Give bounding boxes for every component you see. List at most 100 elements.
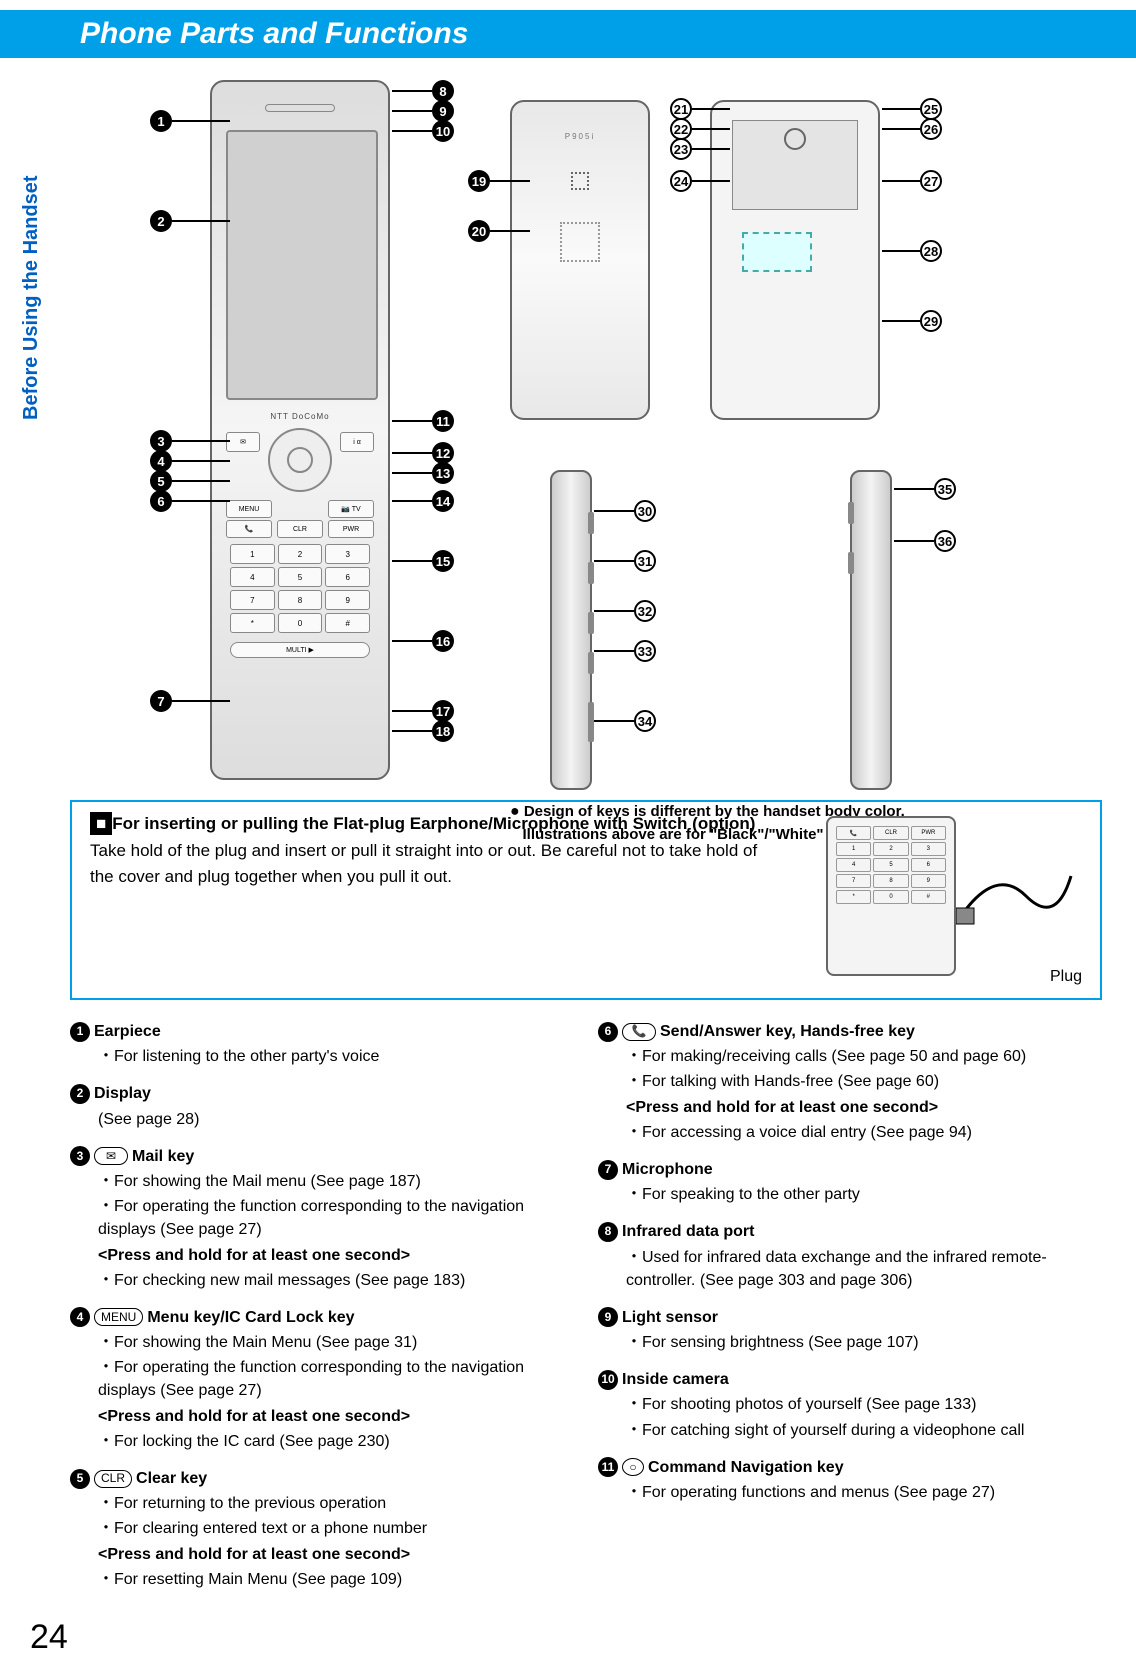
- desc-item-8: 8Infrared data port ・Used for infrared da…: [598, 1220, 1102, 1292]
- desc-body-3: ・For showing the Mail menu (See page 187…: [70, 1170, 574, 1292]
- desc-line: ・For showing the Main Menu (See page 31): [98, 1331, 574, 1354]
- callout-2: 2: [150, 210, 230, 232]
- desc-item-10: 10Inside camera・For shooting photos of y…: [598, 1368, 1102, 1442]
- desc-title-10: Inside camera: [622, 1368, 729, 1391]
- callout-number-13: 13: [432, 462, 454, 484]
- callout-number-31: 31: [634, 550, 656, 572]
- callout-29: 29: [882, 310, 942, 332]
- keycap-menu: MENU: [94, 1308, 143, 1326]
- desc-line: ・Used for infrared data exchange and the…: [626, 1246, 1102, 1292]
- key-2: 2: [278, 544, 323, 564]
- callout-32: 32: [594, 600, 656, 622]
- key-0: 0: [278, 613, 323, 633]
- desc-body-9: ・For sensing brightness (See page 107): [598, 1331, 1102, 1354]
- desc-body-5: ・For returning to the previous operation…: [70, 1492, 574, 1591]
- callout-11: 11: [392, 410, 454, 432]
- desc-number-2: 2: [70, 1084, 90, 1104]
- desc-body-2: (See page 28): [70, 1108, 574, 1131]
- callout-24: 24: [670, 170, 730, 192]
- desc-item-7: 7Microphone・For speaking to the other pa…: [598, 1158, 1102, 1206]
- callout-number-35: 35: [934, 478, 956, 500]
- keycap-send: 📞: [622, 1023, 656, 1041]
- desc-number-3: 3: [70, 1146, 90, 1166]
- command-nav-key: [268, 428, 332, 492]
- desc-line: ・For listening to the other party's voic…: [98, 1045, 574, 1068]
- callout-27: 27: [882, 170, 942, 192]
- closed-camera-outline: [571, 172, 589, 190]
- callout-6: 6: [150, 490, 230, 512]
- info-heading-prefix: ■: [90, 812, 112, 835]
- callout-number-19: 19: [468, 170, 490, 192]
- callout-21: 21: [670, 98, 730, 120]
- callout-number-26: 26: [920, 118, 942, 140]
- multi-key: MULTI ▶: [230, 642, 370, 658]
- callout-3: 3: [150, 430, 230, 452]
- imode-softkey: i α: [340, 432, 374, 452]
- callout-number-11: 11: [432, 410, 454, 432]
- callout-15: 15: [392, 550, 454, 572]
- callout-8: 8: [392, 80, 454, 102]
- mail-softkey: ✉: [226, 432, 260, 452]
- callout-number-15: 15: [432, 550, 454, 572]
- desc-title-9: Light sensor: [622, 1306, 718, 1329]
- desc-title-8: Infrared data port: [622, 1220, 754, 1243]
- side-button-r1: [848, 502, 854, 524]
- phone-back-illustration: [710, 100, 880, 420]
- key-9: 9: [325, 590, 370, 610]
- desc-body-8: ・Used for infrared data exchange and the…: [598, 1246, 1102, 1292]
- callout-35: 35: [894, 478, 956, 500]
- camera-key-ill: 📷 TV: [328, 500, 374, 518]
- descriptions-right-column: 6📞 Send/Answer key, Hands-free key・For m…: [598, 1020, 1102, 1605]
- callout-number-5: 5: [150, 470, 172, 492]
- title-bar: Phone Parts and Functions: [56, 10, 1136, 58]
- desc-item-2: 2Display(See page 28): [70, 1082, 574, 1130]
- desc-body-1: ・For listening to the other party's voic…: [70, 1045, 574, 1068]
- callout-1: 1: [150, 110, 230, 132]
- desc-line: ・For returning to the previous operation: [98, 1492, 574, 1515]
- desc-title-7: Microphone: [622, 1158, 713, 1181]
- key-hash: #: [325, 613, 370, 633]
- phone-right-side-illustration: [850, 470, 892, 790]
- desc-hold-heading: <Press and hold for at least one second>: [98, 1244, 574, 1267]
- callout-number-22: 22: [670, 118, 692, 140]
- callout-33: 33: [594, 640, 656, 662]
- side-button-r2: [848, 552, 854, 574]
- callout-number-24: 24: [670, 170, 692, 192]
- brand-label: NTT DoCoMo: [212, 412, 388, 421]
- info-body: Take hold of the plug and insert or pull…: [90, 838, 770, 889]
- callout-number-18: 18: [432, 720, 454, 742]
- phone-left-side-illustration: [550, 470, 592, 790]
- sim-slot-outline: [742, 232, 812, 272]
- callout-number-33: 33: [634, 640, 656, 662]
- callout-number-1: 1: [150, 110, 172, 132]
- callout-9: 9: [392, 100, 454, 122]
- plug-figure: 📞CLRPWR 123 456 789 *0# Plug: [826, 816, 1086, 986]
- desc-item-5: 5CLR Clear key・For returning to the prev…: [70, 1467, 574, 1591]
- callout-number-10: 10: [432, 120, 454, 142]
- desc-number-8: 8: [598, 1222, 618, 1242]
- info-heading: For inserting or pulling the Flat-plug E…: [112, 814, 755, 833]
- desc-line: ・For locking the IC card (See page 230): [98, 1430, 574, 1453]
- desc-line: ・For operating functions and menus (See …: [626, 1481, 1102, 1504]
- callout-4: 4: [150, 450, 230, 472]
- diagram-area: NTT DoCoMo ✉ i α MENU 📷 TV 📞 CLR PWR 123…: [70, 70, 1116, 790]
- pwr-key-ill: PWR: [328, 520, 374, 538]
- callout-number-36: 36: [934, 530, 956, 552]
- callout-28: 28: [882, 240, 942, 262]
- callout-number-20: 20: [468, 220, 490, 242]
- plug-cable-icon: [956, 856, 1076, 976]
- desc-body-10: ・For shooting photos of yourself (See pa…: [598, 1393, 1102, 1441]
- desc-line: ・For talking with Hands-free (See page 6…: [626, 1070, 1102, 1093]
- back-camera: [784, 128, 806, 150]
- mid-keys-row: MENU 📷 TV: [226, 500, 374, 518]
- desc-title-11: Command Navigation key: [648, 1456, 844, 1479]
- descriptions-left-column: 1Earpiece・For listening to the other par…: [70, 1020, 574, 1605]
- callout-number-32: 32: [634, 600, 656, 622]
- clr-key-ill: CLR: [277, 520, 323, 538]
- send-key-ill: 📞: [226, 520, 272, 538]
- closed-logo-outline: [560, 222, 600, 262]
- callout-number-29: 29: [920, 310, 942, 332]
- key-3: 3: [325, 544, 370, 564]
- callout-26: 26: [882, 118, 942, 140]
- desc-number-1: 1: [70, 1022, 90, 1042]
